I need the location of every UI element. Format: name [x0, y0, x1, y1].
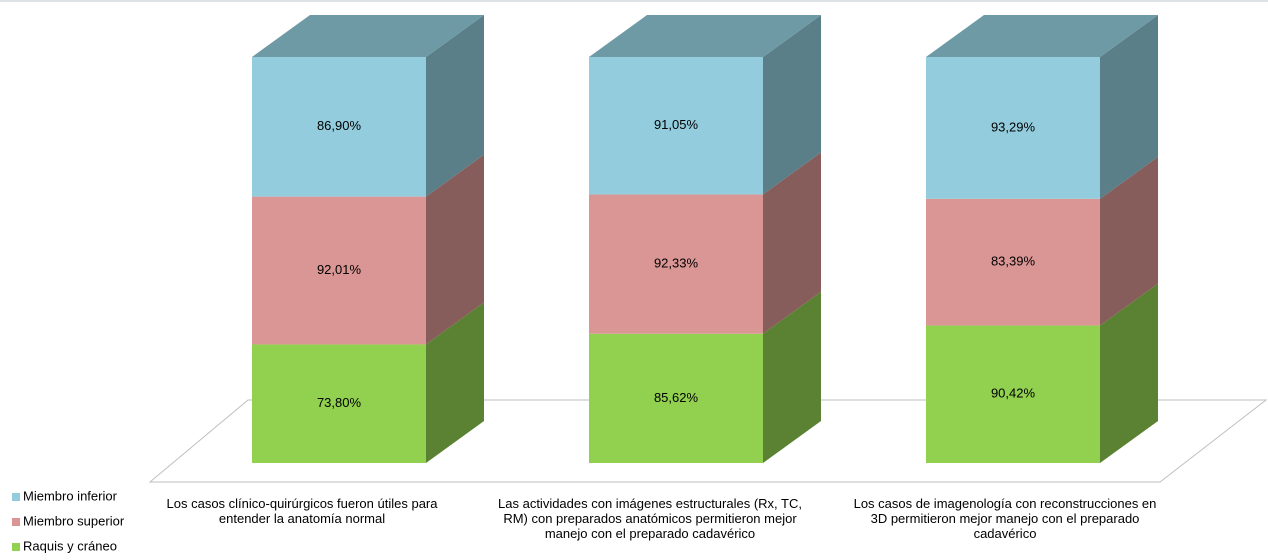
bar-side — [1100, 15, 1158, 199]
bar-top — [926, 15, 1158, 57]
legend-label: Raquis y cráneo — [23, 538, 117, 553]
data-label: 91,05% — [654, 117, 699, 132]
data-label: 92,01% — [317, 262, 362, 277]
bar — [252, 344, 426, 463]
bar-side — [763, 291, 821, 463]
x-tick-label: Los casos clínico-quirúrgicos fueron úti… — [166, 496, 438, 526]
bar — [926, 325, 1100, 463]
bar — [926, 57, 1100, 199]
data-label: 93,29% — [991, 119, 1036, 134]
data-label: 85,62% — [654, 390, 699, 405]
x-tick-label: Las actividades con imágenes estructural… — [498, 496, 802, 541]
bar-side — [426, 302, 484, 463]
x-tick-label: Los casos de imagenología con reconstruc… — [853, 496, 1157, 541]
bar-side — [426, 15, 484, 197]
data-label: 90,42% — [991, 386, 1036, 401]
bar — [589, 333, 763, 463]
floor — [148, 399, 1268, 483]
data-label: 83,39% — [991, 254, 1036, 269]
legend-label: Miembro inferior — [23, 488, 118, 503]
bar — [589, 57, 763, 195]
bar — [252, 196, 426, 345]
bar-side — [763, 152, 821, 334]
bar-side — [763, 15, 821, 195]
bar-top — [252, 15, 484, 57]
bar-side — [426, 154, 484, 345]
data-label: 86,90% — [317, 118, 362, 133]
legend-label: Miembro superior — [23, 513, 125, 528]
legend-swatch — [12, 543, 20, 551]
data-label: 92,33% — [654, 256, 699, 271]
bar-top — [589, 15, 821, 57]
legend-swatch — [12, 493, 20, 501]
data-label: 73,80% — [317, 395, 362, 410]
bar-side — [1100, 283, 1158, 463]
bar — [252, 57, 426, 197]
bar — [589, 194, 763, 334]
bar — [926, 198, 1100, 326]
legend-swatch — [12, 518, 20, 526]
bar-side — [1100, 156, 1158, 326]
